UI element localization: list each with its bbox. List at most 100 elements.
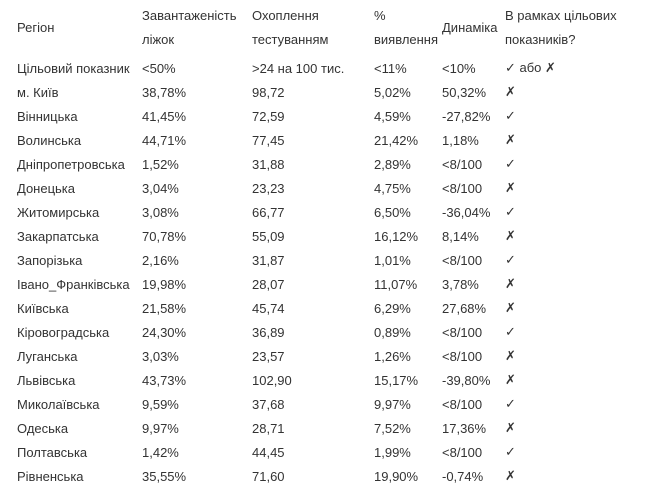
cell-dynamics: <8/100 (442, 348, 483, 364)
cell-within-targets: ✗ (505, 420, 516, 435)
cell-detection-rate: 1,26% (374, 348, 411, 364)
table-row: Житомирська 3,08% 66,77 6,50% -36,04% ✓ (0, 200, 655, 224)
cell-dynamics: -27,82% (442, 108, 491, 124)
cell-testing-coverage: 31,87 (252, 252, 285, 268)
cell-bed-load: 44,71% (142, 132, 187, 148)
cell-region: Вінницька (17, 108, 78, 124)
header-label-line: Регіон (17, 20, 55, 35)
cell-region: м. Київ (17, 84, 59, 100)
cell-within-targets: ✗ (505, 348, 516, 363)
cell-bed-load: 3,03% (142, 348, 179, 364)
table-row: Вінницька 41,45% 72,59 4,59% -27,82% ✓ (0, 104, 655, 128)
header-dynamics: Динаміка (425, 0, 498, 56)
cell-testing-coverage: 98,72 (252, 84, 285, 100)
header-label-line: виявлення (374, 32, 439, 47)
cell-bed-load: 1,52% (142, 156, 179, 172)
cell-bed-load: 24,30% (142, 324, 187, 340)
cell-within-targets: ✗ (505, 228, 516, 243)
cell-testing-coverage: 55,09 (252, 228, 285, 244)
cell-dynamics: <8/100 (442, 252, 483, 268)
cell-dynamics: 1,18% (442, 132, 479, 148)
cell-bed-load: 41,45% (142, 108, 187, 124)
table-row: Львівська 43,73% 102,90 15,17% -39,80% ✗ (0, 368, 655, 392)
cell-bed-load: 35,55% (142, 468, 187, 484)
cell-testing-coverage: 28,71 (252, 420, 285, 436)
cell-within-targets: ✓ (505, 204, 516, 219)
cell-within-targets: ✗ (505, 180, 516, 195)
cell-bed-load: 70,78% (142, 228, 187, 244)
cell-detection-rate: 15,17% (374, 372, 419, 388)
table-row: Волинська 44,71% 77,45 21,42% 1,18% ✗ (0, 128, 655, 152)
table-row: Миколаївська 9,59% 37,68 9,97% <8/100 ✓ (0, 392, 655, 416)
cell-within-targets: ✗ (505, 84, 516, 99)
cell-dynamics: <10% (442, 60, 476, 76)
cell-bed-load: 9,59% (142, 396, 179, 412)
cell-dynamics: <8/100 (442, 180, 483, 196)
cell-bed-load: 43,73% (142, 372, 187, 388)
cell-detection-rate: 1,01% (374, 252, 411, 268)
table-row: Полтавська 1,42% 44,45 1,99% <8/100 ✓ (0, 440, 655, 464)
table-row: Закарпатська 70,78% 55,09 16,12% 8,14% ✗ (0, 224, 655, 248)
target-row: Цільовий показник <50% >24 на 100 тис. <11%… (0, 56, 655, 80)
cell-within-targets: ✗ (505, 468, 516, 483)
cell-testing-coverage: 71,60 (252, 468, 285, 484)
table-row: Запорізька 2,16% 31,87 1,01% <8/100 ✓ (0, 248, 655, 272)
cell-detection-rate: 9,97% (374, 396, 411, 412)
cell-dynamics: <8/100 (442, 444, 483, 460)
cell-testing-coverage: 72,59 (252, 108, 285, 124)
cell-region: Львівська (17, 372, 76, 388)
cell-detection-rate: 4,75% (374, 180, 411, 196)
cell-within-targets: ✗ (505, 300, 516, 315)
header-testing-coverage: Охоплення тестуванням (235, 0, 357, 56)
table-body: Цільовий показник <50% >24 на 100 тис. <11%… (0, 56, 655, 488)
cell-testing-coverage: 37,68 (252, 396, 285, 412)
cell-dynamics: <8/100 (442, 324, 483, 340)
header-bed-load: Завантаженість ліжок (125, 0, 237, 56)
cell-testing-coverage: 23,23 (252, 180, 285, 196)
cell-bed-load: 9,97% (142, 420, 179, 436)
cell-within-targets: ✓ (505, 396, 516, 411)
cell-testing-coverage: 28,07 (252, 276, 285, 292)
cell-detection-rate: <11% (374, 60, 407, 76)
cell-dynamics: <8/100 (442, 396, 483, 412)
cell-detection-rate: 6,50% (374, 204, 411, 220)
table-row: Одеська 9,97% 28,71 7,52% 17,36% ✗ (0, 416, 655, 440)
cell-within-targets: ✓ або ✗ (505, 60, 556, 75)
table-row: Івано_Франківська 19,98% 28,07 11,07% 3,78% ✗ (0, 272, 655, 296)
cell-dynamics: 17,36% (442, 420, 487, 436)
table-row: Рівненська 35,55% 71,60 19,90% -0,74% ✗ (0, 464, 655, 488)
cell-bed-load: 3,04% (142, 180, 179, 196)
cell-bed-load: 3,08% (142, 204, 179, 220)
cell-within-targets: ✗ (505, 132, 516, 147)
cell-detection-rate: 16,12% (374, 228, 419, 244)
table-row: Донецька 3,04% 23,23 4,75% <8/100 ✗ (0, 176, 655, 200)
cell-testing-coverage: 77,45 (252, 132, 285, 148)
cell-region: Івано_Франківська (17, 276, 130, 292)
table-row: Дніпропетровська 1,52% 31,88 2,89% <8/100 ✓ (0, 152, 655, 176)
cell-bed-load: 21,58% (142, 300, 187, 316)
cell-detection-rate: 19,90% (374, 468, 419, 484)
cell-detection-rate: 0,89% (374, 324, 411, 340)
cell-detection-rate: 1,99% (374, 444, 411, 460)
cell-region: Рівненська (17, 468, 84, 484)
cell-detection-rate: 4,59% (374, 108, 411, 124)
cell-dynamics: 27,68% (442, 300, 487, 316)
header-region: Регіон (0, 0, 125, 56)
table-row: Київська 21,58% 45,74 6,29% 27,68% ✗ (0, 296, 655, 320)
cell-within-targets: ✓ (505, 444, 516, 459)
cell-testing-coverage: 44,45 (252, 444, 285, 460)
header-label-line: Охоплення (252, 8, 319, 23)
cell-testing-coverage: 36,89 (252, 324, 285, 340)
cell-dynamics: 50,32% (442, 84, 487, 100)
cell-region: Цільовий показник (17, 60, 130, 76)
cell-testing-coverage: 23,57 (252, 348, 285, 364)
table-row: м. Київ 38,78% 98,72 5,02% 50,32% ✗ (0, 80, 655, 104)
cell-testing-coverage: 102,90 (252, 372, 292, 388)
cell-region: Дніпропетровська (17, 156, 125, 172)
cell-region: Луганська (17, 348, 78, 364)
cell-region: Київська (17, 300, 69, 316)
header-row: Регіон Завантаженість ліжок Охоплення тестув… (0, 0, 655, 56)
cell-detection-rate: 7,52% (374, 420, 411, 436)
cell-dynamics: -39,80% (442, 372, 491, 388)
cell-testing-coverage: 66,77 (252, 204, 285, 220)
